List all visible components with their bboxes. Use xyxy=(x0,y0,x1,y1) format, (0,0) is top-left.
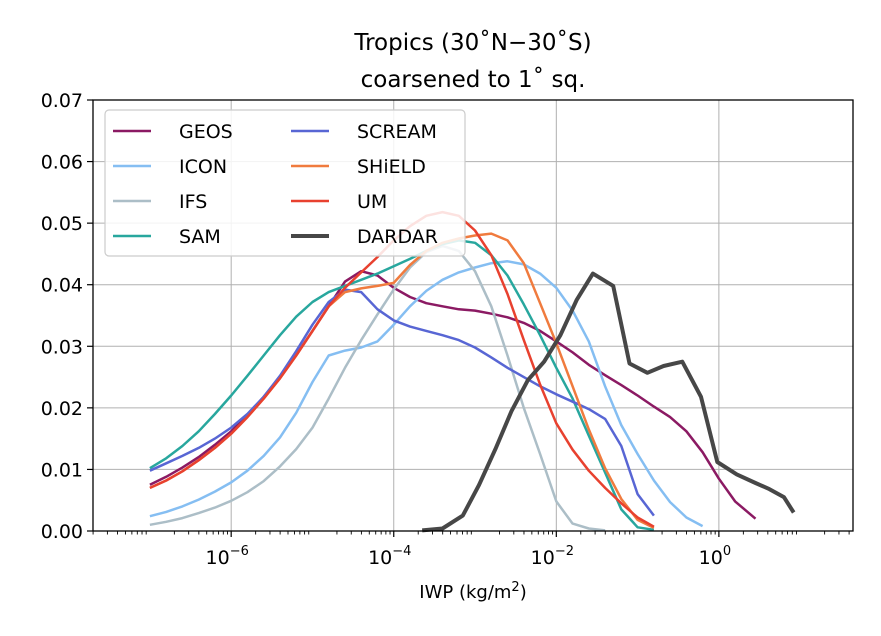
legend-label-shield: SHiELD xyxy=(357,156,426,178)
x-tick-label: 10−6 xyxy=(206,544,249,569)
series-line-ifs xyxy=(149,244,606,532)
series-line-sam xyxy=(149,239,655,532)
x-tick-exp: −2 xyxy=(555,544,574,559)
x-tick-label: 10−2 xyxy=(531,544,574,569)
y-tick-label: 0.06 xyxy=(41,152,83,174)
x-tick-base: 10 xyxy=(368,547,392,569)
x-tick-base: 10 xyxy=(206,547,230,569)
x-tick-base: 10 xyxy=(699,547,723,569)
x-axis-label-sup: 2 xyxy=(511,580,519,595)
plot-frame xyxy=(92,99,854,532)
x-tick-exp: −4 xyxy=(392,544,411,559)
chart-subtitle: coarsened to 1˚ sq. xyxy=(361,66,586,93)
legend-label-icon: ICON xyxy=(179,156,227,178)
chart-title: Tropics (30˚N−30˚S) xyxy=(353,29,591,56)
y-tick-label: 0.07 xyxy=(41,90,83,112)
series-line-dardar xyxy=(422,271,796,533)
series-line-icon xyxy=(149,260,704,528)
x-tick-label: 10−4 xyxy=(368,544,411,569)
series-line-geos xyxy=(149,269,757,520)
legend-label-dardar: DARDAR xyxy=(357,226,438,248)
legend-label-um: UM xyxy=(357,191,387,213)
series-line-um xyxy=(149,210,655,528)
y-tick-label: 0.03 xyxy=(41,336,83,358)
y-tick-label: 0.05 xyxy=(41,213,83,235)
legend-label-geos: GEOS xyxy=(179,121,233,143)
x-tick-base: 10 xyxy=(531,547,555,569)
x-axis-label-main: IWP (kg/m xyxy=(419,582,511,603)
legend-box xyxy=(104,109,466,257)
y-tick-label: 0.01 xyxy=(41,459,83,481)
y-tick-label: 0.02 xyxy=(41,398,83,420)
legend-label-scream: SCREAM xyxy=(357,121,437,143)
series-line-scream xyxy=(149,288,655,517)
legend: GEOS ICON IFS SAM SCREAM SHiELD UM DARDAR xyxy=(104,109,466,257)
x-tick-exp: −6 xyxy=(230,544,249,559)
legend-label-ifs: IFS xyxy=(179,191,207,213)
x-axis-label: IWP (kg/m2) xyxy=(419,580,526,603)
x-tick-exp: 0 xyxy=(723,544,731,559)
y-tick-label: 0.04 xyxy=(41,275,83,297)
x-tick-label: 100 xyxy=(699,544,731,569)
legend-label-sam: SAM xyxy=(179,226,221,248)
x-axis-label-close: ) xyxy=(520,582,527,603)
series-lines xyxy=(149,210,796,533)
y-tick-label: 0.00 xyxy=(41,521,83,543)
